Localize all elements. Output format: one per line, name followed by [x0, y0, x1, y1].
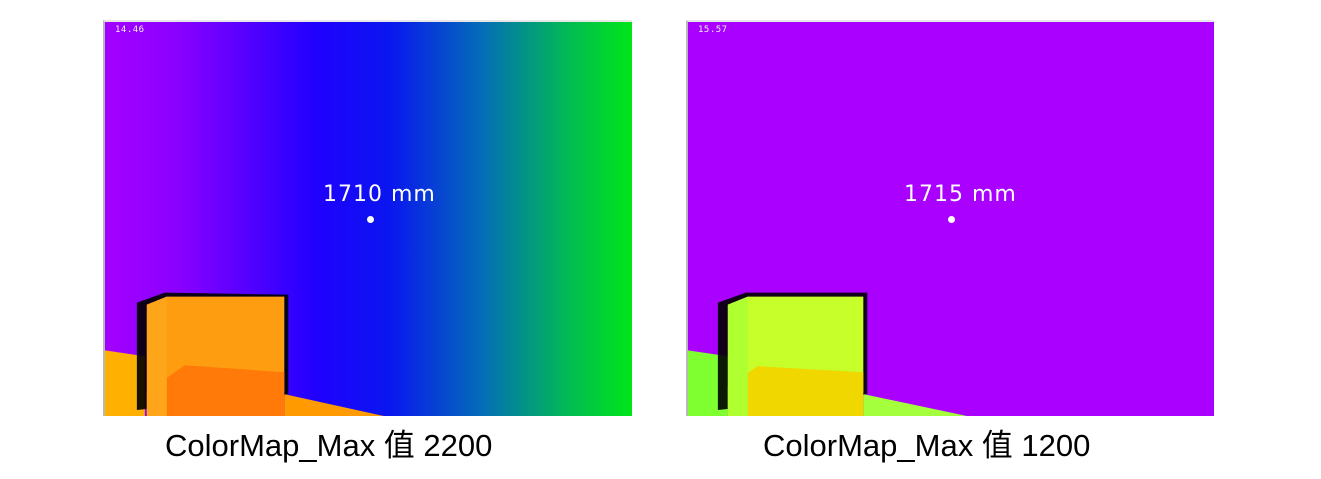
measure-point-marker: [948, 216, 955, 223]
depth-scene-left: [105, 292, 384, 416]
box-lower-face: [727, 366, 864, 416]
box-lower-face: [146, 365, 285, 416]
measure-point-marker: [367, 216, 374, 223]
floor-region: [105, 350, 145, 416]
caption-left: ColorMap_Max 值 2200: [165, 428, 493, 463]
caption-right: ColorMap_Max 值 1200: [763, 428, 1091, 463]
depth-view-right: 15.57 1715 mm: [686, 20, 1214, 416]
fps-readout: 15.57: [698, 25, 728, 35]
floor-region-right: [863, 394, 967, 416]
distance-readout: 1715 mm: [904, 182, 1017, 207]
box-side: [727, 296, 748, 416]
floor-region-right: [284, 394, 384, 416]
fps-readout: 14.46: [115, 25, 145, 35]
depth-view-left: 14.46 1710 mm: [103, 20, 632, 416]
floor-region: [688, 350, 728, 416]
depth-scene-right: [688, 292, 967, 416]
distance-readout: 1710 mm: [323, 182, 436, 207]
box-side: [146, 296, 167, 416]
